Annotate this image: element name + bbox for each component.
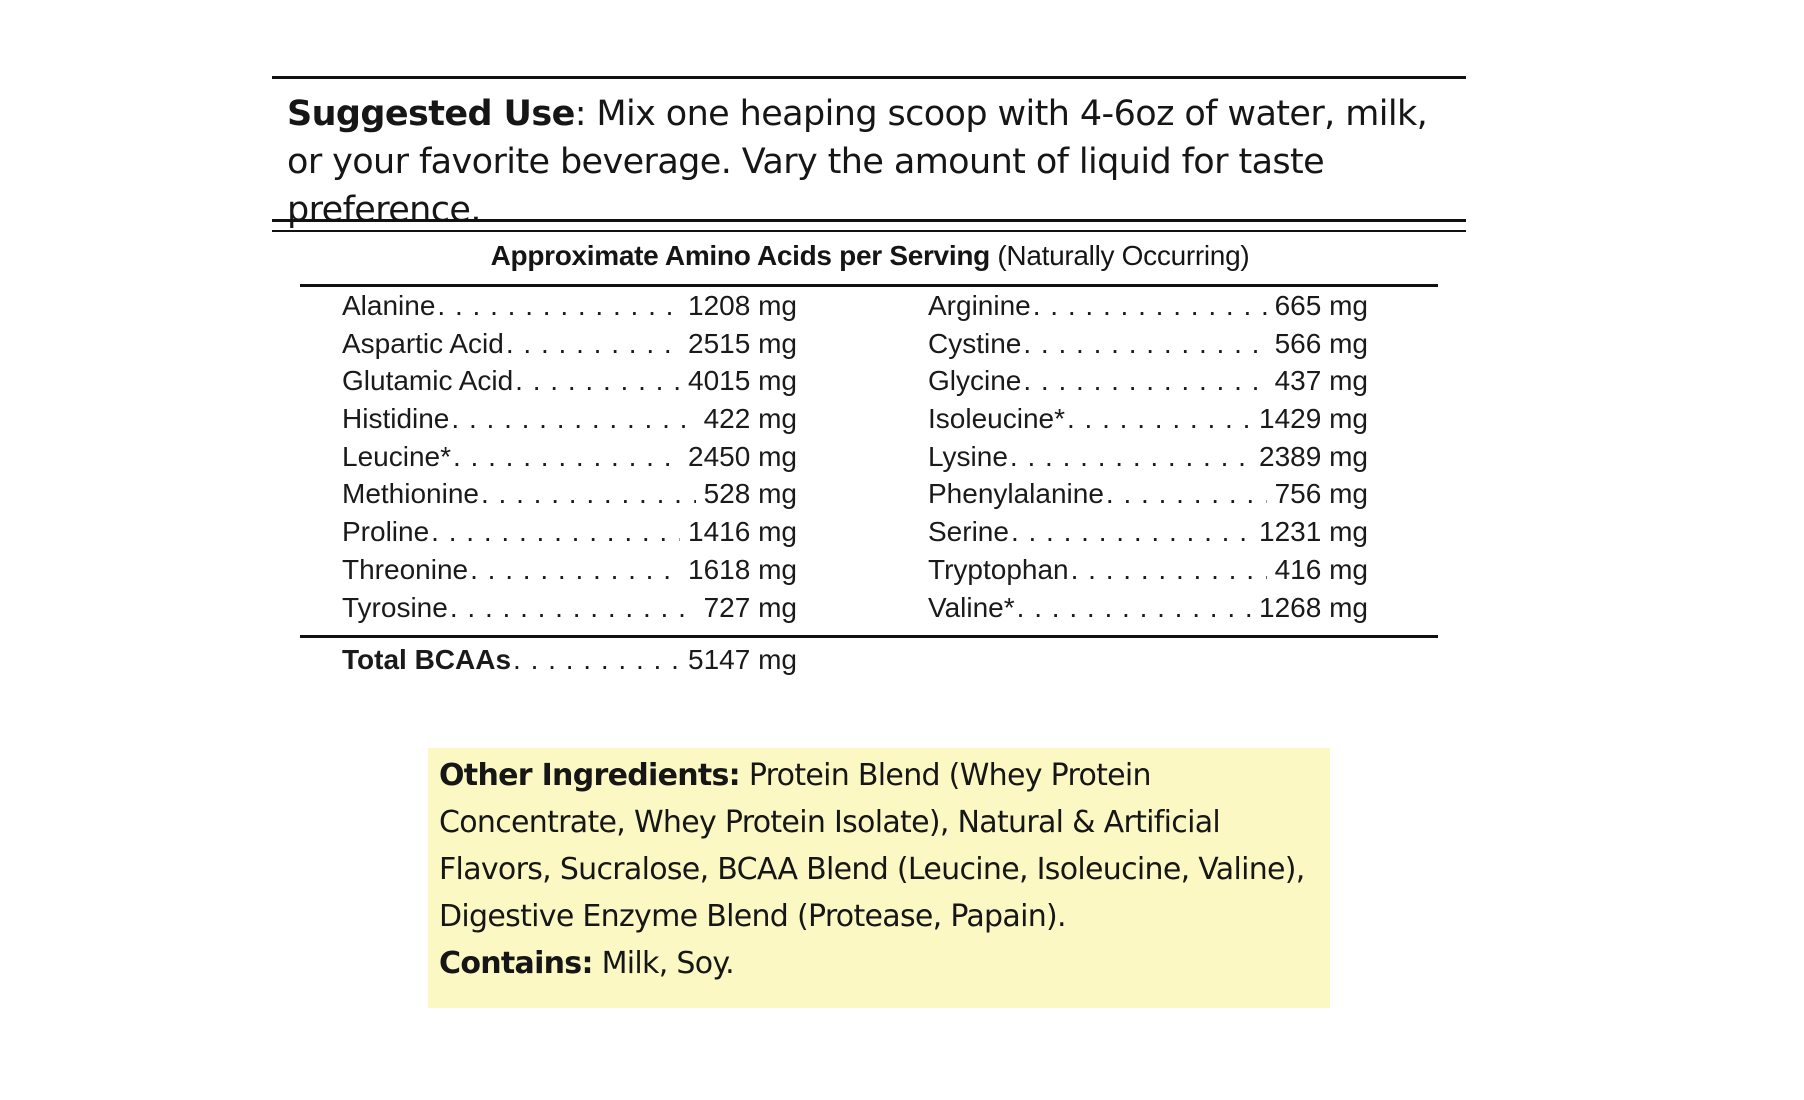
amino-name: Lysine bbox=[928, 440, 1008, 472]
amino-value: 1416 mg bbox=[688, 516, 797, 548]
dot-leader bbox=[1071, 554, 1267, 586]
amino-value: 727 mg bbox=[703, 591, 797, 623]
amino-row: Glycine 437 mg bbox=[928, 365, 1368, 403]
amino-value: 2515 mg bbox=[688, 327, 797, 359]
amino-row: Leucine* 2450 mg bbox=[342, 441, 797, 479]
dot-leader bbox=[1023, 328, 1266, 360]
amino-value: 665 mg bbox=[1274, 290, 1368, 321]
dot-leader bbox=[515, 365, 680, 397]
dot-leader bbox=[513, 644, 680, 676]
amino-name: Methionine bbox=[342, 478, 479, 510]
amino-row: Tyrosine 727 mg bbox=[342, 592, 797, 630]
amino-name: Cystine bbox=[928, 327, 1022, 359]
suggested-use-paragraph: Suggested Use: Mix one heaping scoop wit… bbox=[287, 90, 1467, 234]
amino-table-title-qualifier: (Naturally Occurring) bbox=[989, 240, 1250, 271]
amino-name: Serine bbox=[928, 516, 1009, 548]
amino-row: Cystine 566 mg bbox=[928, 328, 1368, 366]
total-bcaas-row: Total BCAAs 5147 mg bbox=[342, 644, 797, 682]
dot-leader bbox=[1010, 441, 1251, 473]
amino-row: Arginine 665 mg bbox=[928, 290, 1368, 328]
amino-value: 1618 mg bbox=[688, 553, 797, 585]
dot-leader bbox=[506, 328, 680, 360]
amino-value: 2450 mg bbox=[688, 440, 797, 472]
amino-value: 2389 mg bbox=[1259, 440, 1368, 472]
amino-row: Lysine 2389 mg bbox=[928, 441, 1368, 479]
dot-leader bbox=[1067, 403, 1251, 435]
dot-leader bbox=[470, 554, 680, 586]
amino-name: Leucine* bbox=[342, 440, 451, 472]
amino-value: 1429 mg bbox=[1259, 403, 1368, 435]
amino-value: 1231 mg bbox=[1259, 516, 1368, 548]
amino-value: 4015 mg bbox=[688, 365, 797, 397]
suggested-use-bottom-rule bbox=[272, 219, 1466, 222]
contains-text: Milk, Soy. bbox=[592, 946, 735, 981]
total-bcaas-label: Total BCAAs bbox=[342, 644, 512, 675]
amino-table-bottom-rule bbox=[300, 635, 1438, 638]
amino-row: Aspartic Acid 2515 mg bbox=[342, 328, 797, 366]
amino-value: 1268 mg bbox=[1259, 591, 1368, 623]
amino-row: Isoleucine* 1429 mg bbox=[928, 403, 1368, 441]
amino-table-title: Approximate Amino Acids per Serving (Nat… bbox=[300, 236, 1440, 276]
amino-name: Glycine bbox=[928, 365, 1022, 397]
dot-leader bbox=[450, 592, 696, 624]
amino-name: Threonine bbox=[342, 553, 469, 585]
other-ingredients-label: Other Ingredients: bbox=[439, 758, 741, 793]
dot-leader bbox=[481, 478, 696, 510]
suggested-use-bottom-rule-second bbox=[272, 230, 1466, 232]
total-bcaas-value: 5147 mg bbox=[688, 644, 797, 675]
amino-value: 566 mg bbox=[1274, 327, 1368, 359]
amino-row: Tryptophan 416 mg bbox=[928, 554, 1368, 592]
amino-name: Valine* bbox=[928, 591, 1015, 623]
amino-value: 756 mg bbox=[1274, 478, 1368, 510]
amino-row: Phenylalanine 756 mg bbox=[928, 478, 1368, 516]
amino-name: Tryptophan bbox=[928, 553, 1069, 585]
amino-row: Valine* 1268 mg bbox=[928, 592, 1368, 630]
dot-leader bbox=[453, 441, 680, 473]
contains-paragraph: Contains: Milk, Soy. bbox=[439, 940, 1318, 987]
amino-row: Threonine 1618 mg bbox=[342, 554, 797, 592]
amino-row: Glutamic Acid 4015 mg bbox=[342, 365, 797, 403]
amino-row: Proline 1416 mg bbox=[342, 516, 797, 554]
suggested-use-top-rule bbox=[272, 76, 1466, 79]
amino-name: Histidine bbox=[342, 403, 450, 435]
amino-value: 528 mg bbox=[703, 478, 797, 510]
dot-leader bbox=[437, 290, 680, 322]
amino-table-title-bold: Approximate Amino Acids per Serving bbox=[490, 240, 991, 271]
amino-row: Histidine 422 mg bbox=[342, 403, 797, 441]
amino-value: 437 mg bbox=[1274, 365, 1368, 397]
amino-left-column: Alanine 1208 mg Aspartic Acid 2515 mg Glutam… bbox=[342, 290, 797, 629]
amino-name: Proline bbox=[342, 516, 430, 548]
dot-leader bbox=[1106, 478, 1267, 510]
dot-leader bbox=[451, 403, 695, 435]
amino-row: Methionine 528 mg bbox=[342, 478, 797, 516]
amino-table-top-rule bbox=[300, 284, 1438, 287]
amino-value: 1208 mg bbox=[688, 290, 797, 321]
amino-row: Serine 1231 mg bbox=[928, 516, 1368, 554]
suggested-use-text: : Mix one heaping scoop with 4-6oz of wa… bbox=[287, 94, 1428, 230]
dot-leader bbox=[1017, 592, 1251, 624]
other-ingredients-text: Protein Blend (Whey Protein Concentrate,… bbox=[439, 758, 1305, 934]
amino-name: Glutamic Acid bbox=[342, 365, 514, 397]
amino-name: Phenylalanine bbox=[928, 478, 1104, 510]
amino-name: Alanine bbox=[342, 290, 436, 321]
amino-name: Aspartic Acid bbox=[342, 327, 504, 359]
amino-name: Isoleucine* bbox=[928, 403, 1065, 435]
dot-leader bbox=[1011, 516, 1251, 548]
contains-label: Contains: bbox=[439, 946, 593, 981]
amino-right-column: Arginine 665 mg Cystine 566 mg Glycine 437 mg… bbox=[928, 290, 1368, 629]
dot-leader bbox=[431, 516, 680, 548]
other-ingredients-paragraph: Other Ingredients: Protein Blend (Whey P… bbox=[439, 752, 1318, 940]
dot-leader bbox=[1033, 290, 1267, 322]
suggested-use-label: Suggested Use bbox=[287, 94, 575, 134]
amino-value: 416 mg bbox=[1274, 553, 1368, 585]
amino-value: 422 mg bbox=[703, 403, 797, 435]
other-ingredients-box: Other Ingredients: Protein Blend (Whey P… bbox=[428, 748, 1330, 1008]
amino-name: Tyrosine bbox=[342, 591, 448, 623]
amino-name: Arginine bbox=[928, 290, 1031, 321]
dot-leader bbox=[1023, 365, 1266, 397]
amino-row: Alanine 1208 mg bbox=[342, 290, 797, 328]
